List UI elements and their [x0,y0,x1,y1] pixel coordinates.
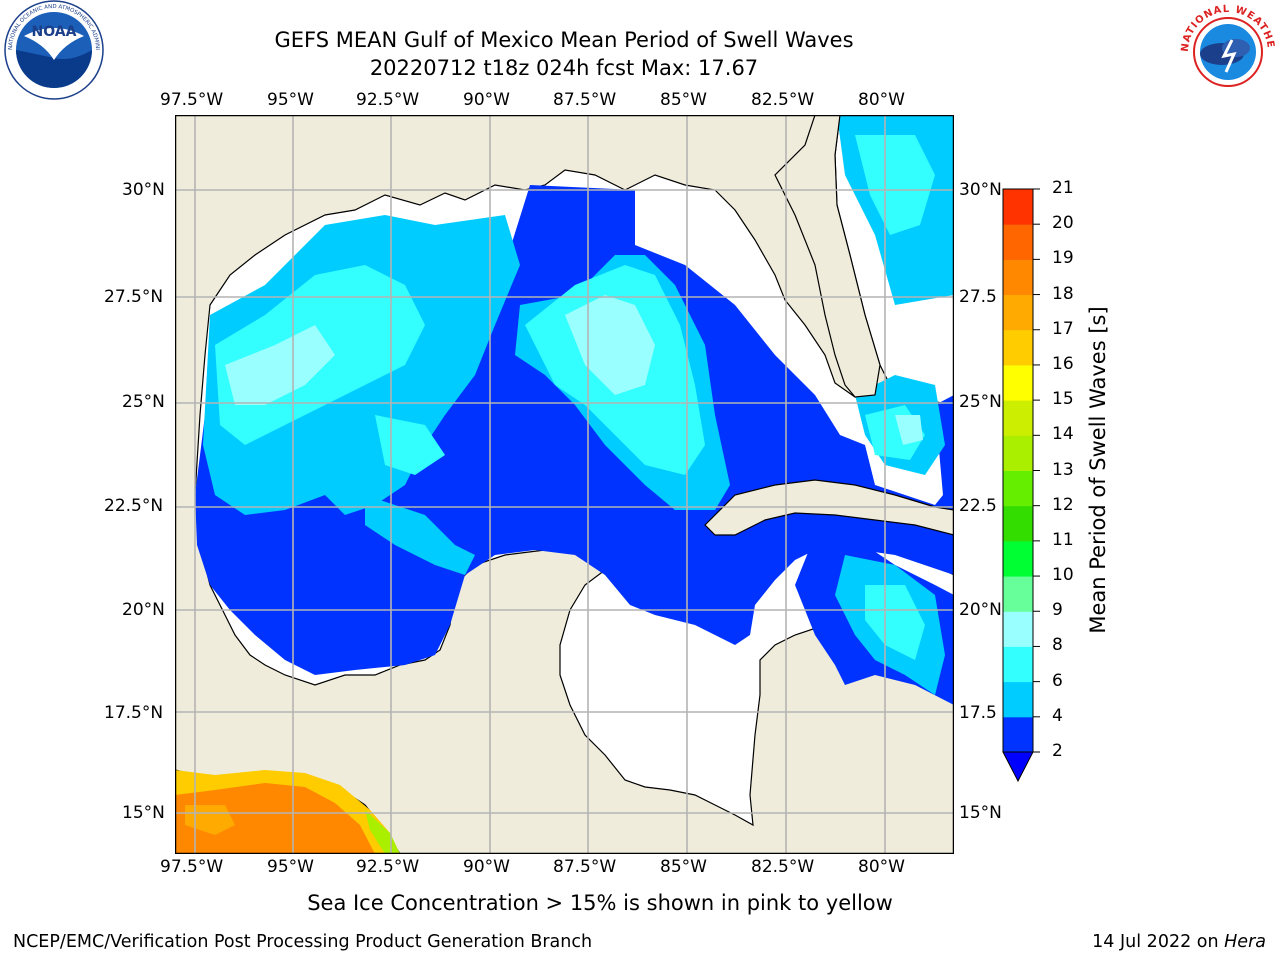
colorbar-tick-label: 10 [1052,565,1074,586]
colorbar-segment [1003,364,1033,401]
colorbar-tick-label: 4 [1052,705,1063,726]
lat-tick-right: 17.5 [959,703,997,723]
colorbar-tick-label: 2 [1052,741,1063,761]
lat-tick-right: 20°N [959,600,1002,620]
map-panel [175,115,954,854]
lon-tick-top: 85°W [660,90,707,110]
lat-tick-left: 17.5°N [104,703,164,723]
colorbar-segment [1003,540,1033,577]
colorbar-segment [1003,646,1033,683]
lon-tick-top: 80°W [858,90,905,110]
sea-ice-annotation: Sea Ice Concentration > 15% is shown in … [307,891,893,915]
swell-high-patch [175,770,400,854]
lat-tick-right: 22.5 [959,496,997,516]
colorbar-tick-label: 17 [1052,318,1074,339]
florida-coastline [774,115,881,398]
colorbar-segment [1003,435,1033,471]
colorbar-tick-label: 21 [1052,178,1074,198]
lat-tick-right: 15°N [959,803,1002,823]
colorbar-tick-label: 16 [1052,353,1074,374]
colorbar-tick-label: 20 [1052,213,1074,234]
colorbar-tick-label: 9 [1052,600,1063,621]
lon-tick-top: 97.5°W [160,90,224,110]
colorbar-tick-label: 12 [1052,494,1074,515]
footer-host: Hera [1224,932,1266,952]
lon-tick-top: 92.5°W [356,90,420,110]
colorbar-tick-label: 18 [1052,283,1074,304]
lon-tick-bottom: 97.5°W [160,857,224,877]
lat-tick-right: 30°N [959,180,1002,200]
colorbar-segment [1003,470,1033,507]
lon-tick-top: 95°W [267,90,314,110]
noaa-logo-icon: NOAA NATIONAL OCEANIC AND ATMOSPHERIC AD… [0,0,106,104]
map-frame [175,115,954,854]
lon-tick-bottom: 92.5°W [356,857,420,877]
colorbar-segment [1003,224,1033,260]
footer-date-text: 14 Jul 2022 on [1092,932,1225,952]
map-subtitle: 20220712 t18z 024h fcst Max: 17.67 [369,56,759,80]
lat-tick-left: 20°N [122,600,165,620]
lon-tick-bottom: 82.5°W [751,857,815,877]
colorbar-segment [1003,576,1033,612]
colorbar-tick-label: 8 [1052,635,1063,656]
svg-text:NOAA: NOAA [32,24,77,40]
colorbar [1002,188,1040,783]
colorbar-segment [1003,259,1033,296]
colorbar-tick-label: 11 [1052,529,1074,550]
footer-date: 14 Jul 2022 on Hera [1092,932,1266,952]
colorbar-tick-label: 15 [1052,389,1074,410]
colorbar-segment [1003,716,1033,753]
colorbar-label: Mean Period of Swell Waves [s] [1086,306,1110,634]
colorbar-tick-label: 13 [1052,459,1074,480]
colorbar-segment [1003,505,1033,542]
colorbar-tick-label: 14 [1052,424,1074,445]
lat-tick-left: 15°N [122,803,165,823]
lon-tick-top: 90°W [463,90,510,110]
colorbar-segment [1003,294,1033,331]
lat-tick-right: 25°N [959,392,1002,412]
colorbar-segment [1003,400,1033,436]
lat-tick-left: 22.5°N [104,496,164,516]
lon-tick-top: 82.5°W [751,90,815,110]
colorbar-segment [1003,681,1033,718]
lat-tick-left: 27.5°N [104,287,164,307]
nws-logo-icon: NATIONAL WEATHER SERVICE [1172,0,1280,104]
map-gridlines [175,115,954,854]
colorbar-segment [1003,329,1033,366]
lon-tick-bottom: 85°W [660,857,707,877]
colorbar-tick-label: 19 [1052,248,1074,269]
map-title: GEFS MEAN Gulf of Mexico Mean Period of … [274,28,854,52]
lon-tick-bottom: 87.5°W [553,857,617,877]
lon-tick-bottom: 95°W [267,857,314,877]
colorbar-extend-triangle [1002,751,1034,783]
lon-tick-bottom: 80°W [858,857,905,877]
lat-tick-left: 30°N [122,180,165,200]
colorbar-tick-label: 6 [1052,670,1063,691]
lon-tick-bottom: 90°W [463,857,510,877]
colorbar-segment [1003,189,1033,225]
lat-tick-right: 27.5 [959,287,997,307]
lon-tick-top: 87.5°W [553,90,617,110]
colorbar-segment [1003,611,1033,647]
footer-credit: NCEP/EMC/Verification Post Processing Pr… [13,932,593,952]
lat-tick-left: 25°N [122,392,165,412]
